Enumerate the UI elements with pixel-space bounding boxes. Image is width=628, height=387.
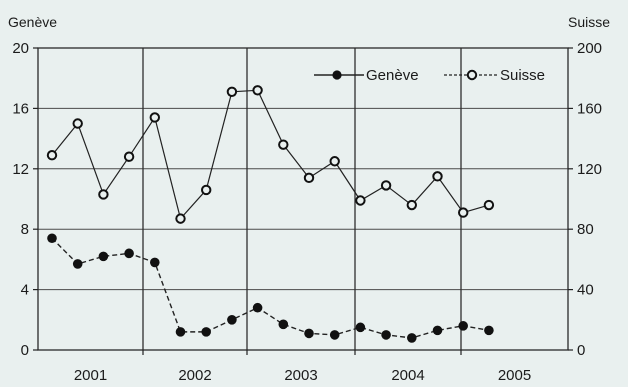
left-tick-label: 16 <box>12 100 29 117</box>
data-point <box>123 151 135 162</box>
data-point <box>303 172 315 184</box>
data-point <box>252 85 263 96</box>
data-point <box>98 189 109 200</box>
x-axis-labels: 2001 2002 2003 2004 2005 <box>74 350 531 384</box>
right-tick-label: 0 <box>577 342 585 359</box>
data-point <box>458 321 469 331</box>
x-tick-label: 2004 <box>391 367 424 384</box>
left-tick-label: 4 <box>21 282 29 299</box>
data-point <box>252 302 263 313</box>
series-geneve <box>47 233 494 343</box>
grid <box>38 48 568 350</box>
data-point <box>381 330 391 340</box>
legend: Genève Suisse <box>314 67 545 84</box>
data-point <box>406 199 417 211</box>
data-point <box>47 233 57 244</box>
series-line <box>51 237 490 339</box>
data-point <box>98 251 109 262</box>
legend-geneve-label: Genève <box>366 67 419 84</box>
data-point <box>201 184 212 196</box>
left-tick-label: 20 <box>12 40 29 57</box>
plot-border <box>37 47 569 351</box>
legend-geneve-marker <box>332 70 342 80</box>
series-suisse <box>46 85 495 224</box>
data-point <box>227 315 237 325</box>
data-point <box>175 213 186 224</box>
x-tick-label: 2003 <box>284 367 317 384</box>
data-point <box>329 156 340 167</box>
right-axis-label: Suisse <box>568 14 610 30</box>
legend-suisse-label: Suisse <box>500 67 545 84</box>
legend-suisse-marker <box>466 69 478 81</box>
data-point <box>304 328 314 339</box>
data-point <box>484 325 494 336</box>
data-point <box>278 319 289 330</box>
plot-frame <box>37 47 569 351</box>
data-point <box>329 330 340 340</box>
data-point <box>226 86 238 97</box>
right-tick-label: 120 <box>577 161 602 178</box>
left-tick-label: 0 <box>21 342 29 359</box>
data-point <box>355 322 366 333</box>
data-point <box>458 207 469 218</box>
right-tick-label: 40 <box>577 282 594 299</box>
right-axis-ticks: 0 40 80 120 160 200 <box>568 40 602 359</box>
data-point <box>278 139 289 150</box>
x-tick-label: 2002 <box>178 367 211 384</box>
data-point <box>407 333 417 343</box>
x-tick-label: 2005 <box>498 367 531 384</box>
data-point <box>432 325 443 336</box>
data-point <box>46 150 58 161</box>
right-tick-label: 160 <box>577 100 602 117</box>
data-point <box>175 327 186 337</box>
data-point <box>72 118 83 129</box>
data-point <box>150 257 160 268</box>
data-point <box>432 171 443 182</box>
data-point <box>72 259 83 269</box>
data-point <box>201 327 211 337</box>
right-tick-label: 200 <box>577 40 602 57</box>
left-tick-label: 8 <box>21 221 29 238</box>
data-point <box>149 112 161 123</box>
x-tick-label: 2001 <box>74 367 107 384</box>
data-point <box>355 195 366 206</box>
data-point <box>483 199 495 211</box>
left-axis-label: Genève <box>8 14 57 30</box>
right-tick-label: 80 <box>577 221 594 238</box>
left-tick-label: 12 <box>12 161 29 178</box>
data-point <box>380 180 392 191</box>
series-line <box>51 89 490 220</box>
left-axis-ticks: 0 4 8 12 16 20 <box>12 40 38 359</box>
data-point <box>124 248 134 259</box>
